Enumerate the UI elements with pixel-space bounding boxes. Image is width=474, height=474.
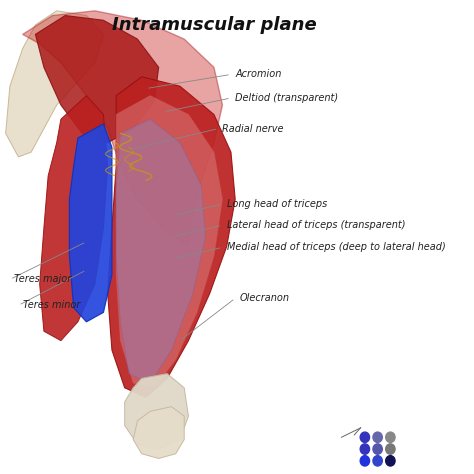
Polygon shape bbox=[116, 119, 205, 383]
Text: Long head of triceps: Long head of triceps bbox=[227, 199, 327, 209]
Text: Olecranon: Olecranon bbox=[239, 293, 290, 303]
Polygon shape bbox=[133, 407, 184, 458]
Circle shape bbox=[386, 432, 395, 442]
Text: Teres major: Teres major bbox=[14, 274, 72, 284]
Text: Acromion: Acromion bbox=[235, 69, 282, 80]
Circle shape bbox=[373, 432, 383, 442]
Polygon shape bbox=[40, 96, 108, 341]
Text: Radial nerve: Radial nerve bbox=[222, 124, 284, 134]
Circle shape bbox=[360, 444, 370, 454]
Polygon shape bbox=[108, 77, 235, 397]
Circle shape bbox=[386, 444, 395, 454]
Polygon shape bbox=[69, 124, 112, 322]
Text: Lateral head of triceps (transparent): Lateral head of triceps (transparent) bbox=[227, 220, 405, 230]
Polygon shape bbox=[116, 96, 222, 388]
Circle shape bbox=[373, 456, 383, 466]
Circle shape bbox=[386, 456, 395, 466]
Text: Teres minor: Teres minor bbox=[23, 301, 80, 310]
Circle shape bbox=[373, 444, 383, 454]
Text: Deltiod (transparent): Deltiod (transparent) bbox=[235, 93, 338, 103]
Circle shape bbox=[360, 456, 370, 466]
Circle shape bbox=[360, 432, 370, 442]
Polygon shape bbox=[36, 16, 159, 143]
Polygon shape bbox=[125, 374, 189, 449]
Text: Intramuscular plane: Intramuscular plane bbox=[111, 16, 316, 34]
Polygon shape bbox=[23, 11, 222, 246]
Text: Medial head of triceps (deep to lateral head): Medial head of triceps (deep to lateral … bbox=[227, 242, 446, 252]
Polygon shape bbox=[6, 11, 103, 157]
